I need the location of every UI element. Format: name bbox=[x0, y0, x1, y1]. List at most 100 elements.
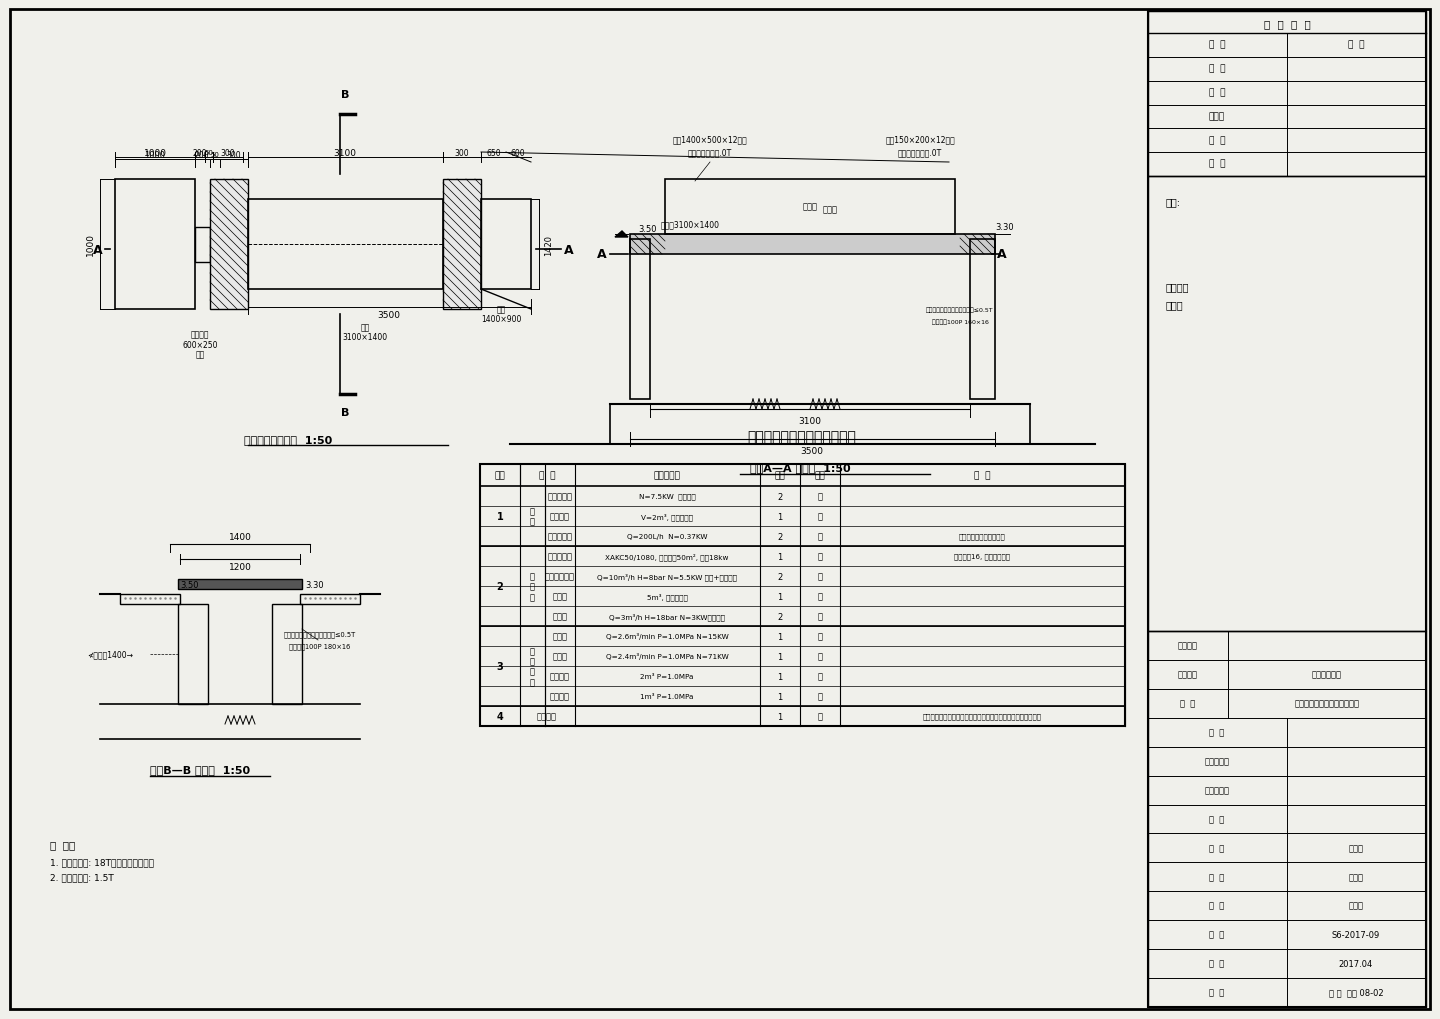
Bar bbox=[210, 179, 248, 310]
Text: 压滤泵: 压滤泵 bbox=[553, 611, 567, 621]
Text: 基础: 基础 bbox=[360, 323, 370, 332]
Text: 纪媛燕: 纪媛燕 bbox=[1348, 843, 1364, 852]
Text: 2: 2 bbox=[778, 572, 782, 581]
Text: Q=2.4m³/min P=1.0MPa N=71KW: Q=2.4m³/min P=1.0MPa N=71KW bbox=[606, 653, 729, 660]
Text: 工程名称: 工程名称 bbox=[1178, 641, 1198, 650]
Text: 5m³, 钢制内防腐: 5m³, 钢制内防腐 bbox=[647, 593, 687, 600]
Text: 图纸:: 图纸: bbox=[1166, 197, 1181, 207]
Text: 脱水机: 脱水机 bbox=[822, 205, 838, 214]
Text: 650: 650 bbox=[487, 149, 501, 157]
Text: 污泥脱水机房主要设备一览表: 污泥脱水机房主要设备一览表 bbox=[747, 430, 857, 443]
Text: 台: 台 bbox=[818, 632, 822, 641]
Text: 200: 200 bbox=[194, 151, 209, 159]
Text: 1. 压滤机负荷: 18T，容许地基承载力: 1. 压滤机负荷: 18T，容许地基承载力 bbox=[50, 858, 154, 866]
Text: 给排水: 给排水 bbox=[1210, 112, 1225, 121]
Text: 基脚螺栓100P 160×16: 基脚螺栓100P 160×16 bbox=[932, 319, 988, 324]
Text: 台: 台 bbox=[818, 572, 822, 581]
Text: 锚筋规格及数量.0T: 锚筋规格及数量.0T bbox=[899, 149, 942, 157]
Text: 空
气
系
统: 空 气 系 统 bbox=[530, 646, 534, 687]
Text: 1: 1 bbox=[497, 512, 504, 522]
Text: 3500: 3500 bbox=[377, 310, 400, 319]
Text: 3500: 3500 bbox=[801, 447, 824, 457]
Polygon shape bbox=[615, 231, 628, 237]
Text: S6-2017-09: S6-2017-09 bbox=[1332, 929, 1380, 938]
Bar bbox=[272, 604, 302, 704]
Text: 图  名: 图 名 bbox=[1181, 699, 1195, 707]
Text: 板框机进泥泵: 板框机进泥泵 bbox=[544, 572, 575, 581]
Text: B: B bbox=[341, 408, 348, 418]
Text: 基础A—A 剪面图  1:50: 基础A—A 剪面图 1:50 bbox=[750, 463, 850, 473]
Text: 3100: 3100 bbox=[799, 417, 821, 426]
Text: ≮不小于1400→: ≮不小于1400→ bbox=[86, 650, 132, 659]
Text: 600×250: 600×250 bbox=[183, 340, 217, 350]
Text: 干燥机: 干燥机 bbox=[553, 652, 567, 661]
Text: 常使用。: 常使用。 bbox=[1166, 281, 1189, 291]
Bar bbox=[300, 594, 360, 604]
Text: 300: 300 bbox=[455, 149, 469, 157]
Text: V=2m³, 钢制内防腐: V=2m³, 钢制内防腐 bbox=[641, 513, 693, 521]
Text: 图  鉴  合  签: 图 鉴 合 签 bbox=[1264, 19, 1310, 29]
Text: 3100×1400: 3100×1400 bbox=[343, 333, 387, 342]
Text: 图  幅: 图 幅 bbox=[1210, 987, 1224, 997]
Text: Q=200L/h  N=0.37KW: Q=200L/h N=0.37KW bbox=[626, 534, 707, 539]
Text: 预制1400×500×12钢板: 预制1400×500×12钢板 bbox=[672, 136, 747, 145]
Text: 糟理搅拌机: 糟理搅拌机 bbox=[547, 492, 573, 501]
Text: 储水箱: 储水箱 bbox=[553, 592, 567, 601]
Text: A: A bbox=[598, 249, 606, 261]
Text: A: A bbox=[94, 244, 102, 256]
Text: 2: 2 bbox=[778, 492, 782, 501]
Text: 2: 2 bbox=[497, 582, 504, 591]
Text: 主要设备表及脱水机基础详图: 主要设备表及脱水机基础详图 bbox=[1295, 699, 1359, 707]
Text: 台: 台 bbox=[818, 692, 822, 701]
Text: 1: 1 bbox=[778, 712, 782, 720]
Bar bbox=[1148, 177, 1426, 632]
Bar bbox=[1148, 12, 1426, 177]
Text: 数量: 数量 bbox=[775, 471, 785, 480]
Text: 600: 600 bbox=[511, 149, 526, 157]
Text: 300: 300 bbox=[226, 151, 242, 159]
Text: 1000: 1000 bbox=[85, 233, 95, 256]
Text: 1m³ P=1.0MPa: 1m³ P=1.0MPa bbox=[641, 693, 694, 699]
Text: 型号或规格: 型号或规格 bbox=[654, 471, 681, 480]
Text: 工  号: 工 号 bbox=[1210, 929, 1224, 938]
Text: 1000: 1000 bbox=[144, 151, 166, 159]
Text: 3.50: 3.50 bbox=[180, 580, 199, 589]
Text: 空压机: 空压机 bbox=[553, 632, 567, 641]
Text: 板框压滤机: 板框压滤机 bbox=[547, 552, 573, 560]
Text: 2m³ P=1.0MPa: 2m³ P=1.0MPa bbox=[641, 674, 694, 680]
Bar bbox=[248, 200, 444, 289]
Text: 基脚螺栓100P 180×16: 基脚螺栓100P 180×16 bbox=[289, 643, 350, 650]
Text: 序号: 序号 bbox=[494, 471, 505, 480]
Bar bbox=[480, 465, 1125, 727]
Text: 朱田燕: 朱田燕 bbox=[1348, 901, 1364, 910]
Text: Q=3m³/h H=18bar N=3KW变频调速: Q=3m³/h H=18bar N=3KW变频调速 bbox=[609, 612, 724, 621]
Text: 3.30: 3.30 bbox=[305, 580, 324, 589]
Text: 台: 台 bbox=[818, 611, 822, 621]
Text: 1000: 1000 bbox=[144, 149, 167, 157]
Text: 专业负责人: 专业负责人 bbox=[1204, 786, 1230, 795]
Text: 基础B—B 剪面图  1:50: 基础B—B 剪面图 1:50 bbox=[150, 764, 251, 774]
Text: 滤液: 滤液 bbox=[196, 351, 204, 359]
Text: 50: 50 bbox=[210, 152, 219, 158]
Text: 锚筋规格及数量.0T: 锚筋规格及数量.0T bbox=[688, 149, 732, 157]
Text: 2. 地梁底层压: 1.5T: 2. 地梁底层压: 1.5T bbox=[50, 872, 114, 881]
Text: 水剂储罐: 水剂储罐 bbox=[550, 512, 570, 521]
Bar bbox=[444, 179, 481, 310]
Text: 300: 300 bbox=[220, 149, 235, 157]
Bar bbox=[179, 580, 302, 589]
Text: 台: 台 bbox=[818, 512, 822, 521]
Text: 结  构: 结 构 bbox=[1208, 88, 1225, 97]
Text: 台: 台 bbox=[818, 532, 822, 541]
Text: 混凝土基础承重每台垫板承重≤0.5T: 混凝土基础承重每台垫板承重≤0.5T bbox=[926, 307, 994, 313]
Text: Q=2.6m³/min P=1.0MPa N=15KW: Q=2.6m³/min P=1.0MPa N=15KW bbox=[606, 633, 729, 640]
Text: 调
重: 调 重 bbox=[530, 506, 534, 526]
Text: 基础: 基础 bbox=[497, 306, 505, 314]
Text: 1: 1 bbox=[778, 592, 782, 601]
Text: 签  名: 签 名 bbox=[1348, 41, 1364, 50]
Text: 3100: 3100 bbox=[334, 149, 357, 157]
Text: 1: 1 bbox=[778, 672, 782, 681]
Bar bbox=[1148, 12, 1426, 1007]
Text: 2: 2 bbox=[778, 532, 782, 541]
Text: 台: 台 bbox=[818, 492, 822, 501]
Bar bbox=[481, 200, 531, 289]
